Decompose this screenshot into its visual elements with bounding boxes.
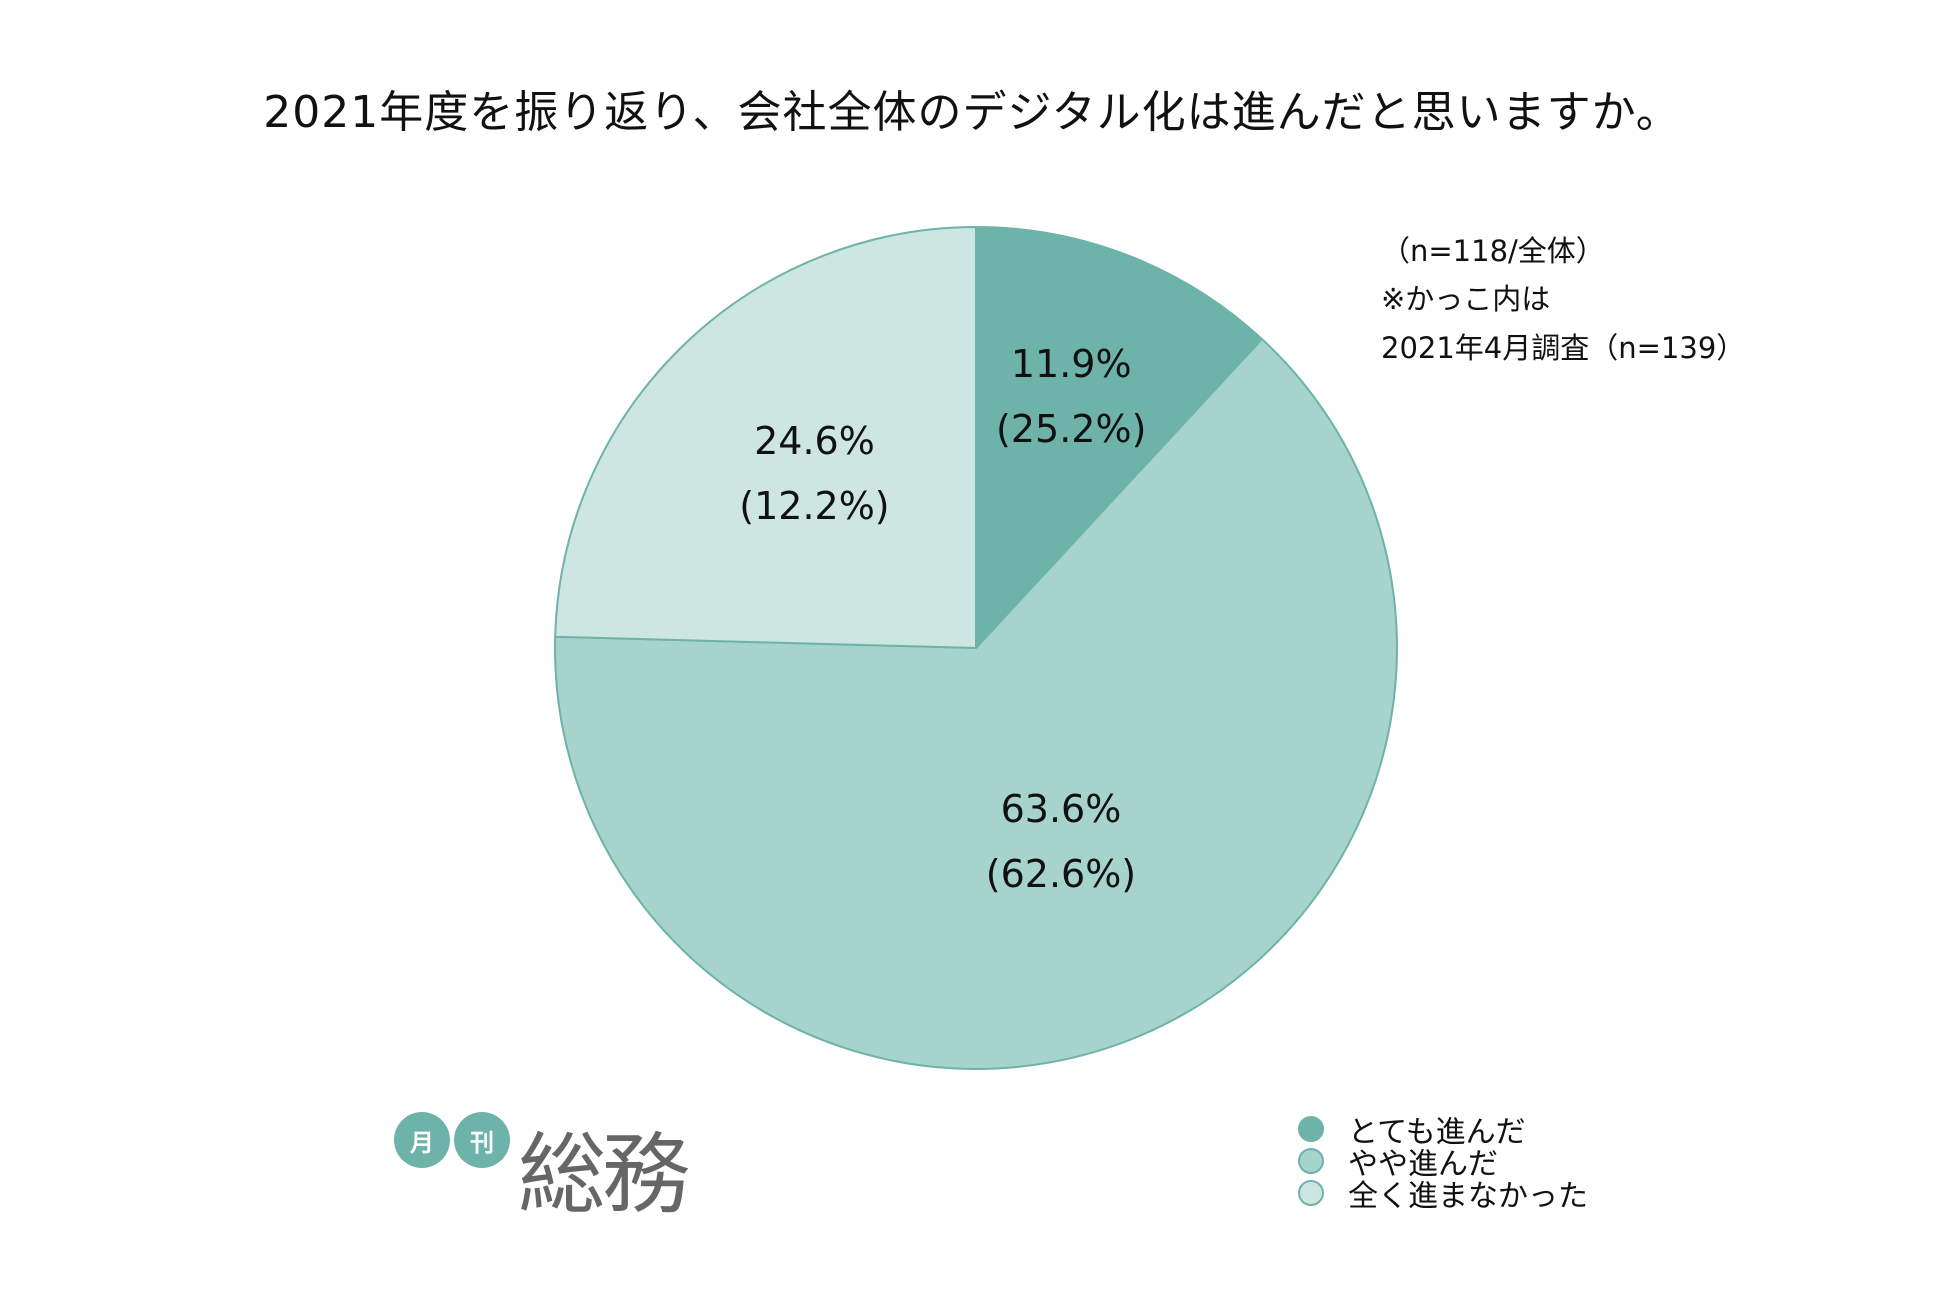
- logo-wordmark: 総務: [518, 1123, 690, 1226]
- legend-item-very: とても進んだ: [1298, 1113, 1526, 1150]
- pie-slice: [554, 337, 1398, 1070]
- slice-value-label: 11.9%: [1011, 342, 1132, 386]
- legend-label: とても進んだ: [1348, 1115, 1526, 1150]
- legend-item-somewhat: やや進んだ: [1298, 1145, 1498, 1182]
- legend-swatch: [1298, 1180, 1324, 1206]
- pie-slice: [554, 225, 977, 650]
- slice-value-label: 63.6%: [1001, 787, 1122, 831]
- pie-slice: [975, 225, 1264, 651]
- slice-previous-label: (12.2%): [739, 484, 889, 528]
- parenthesis-note: ※かっこ内は: [1381, 282, 1551, 316]
- legend-item-none: 全く進まなかった: [1298, 1177, 1588, 1214]
- slice-previous-label: (62.6%): [986, 852, 1136, 896]
- slice-value-label: 24.6%: [754, 419, 875, 463]
- legend-swatch: [1298, 1148, 1324, 1174]
- chart-title: 2021年度を振り返り、会社全体のデジタル化は進んだと思いますか。: [263, 87, 1681, 138]
- logo-badge-kan: 刊: [454, 1112, 510, 1168]
- previous-survey-note: 2021年4月調査（n=139）: [1381, 331, 1746, 365]
- legend-label: やや進んだ: [1348, 1147, 1498, 1182]
- sample-note: （n=118/全体）: [1381, 234, 1605, 268]
- legend-swatch: [1298, 1116, 1324, 1142]
- logo-badge-tsuki: 月: [394, 1112, 450, 1168]
- slice-previous-label: (25.2%): [996, 407, 1146, 451]
- legend-label: 全く進まなかった: [1348, 1179, 1588, 1214]
